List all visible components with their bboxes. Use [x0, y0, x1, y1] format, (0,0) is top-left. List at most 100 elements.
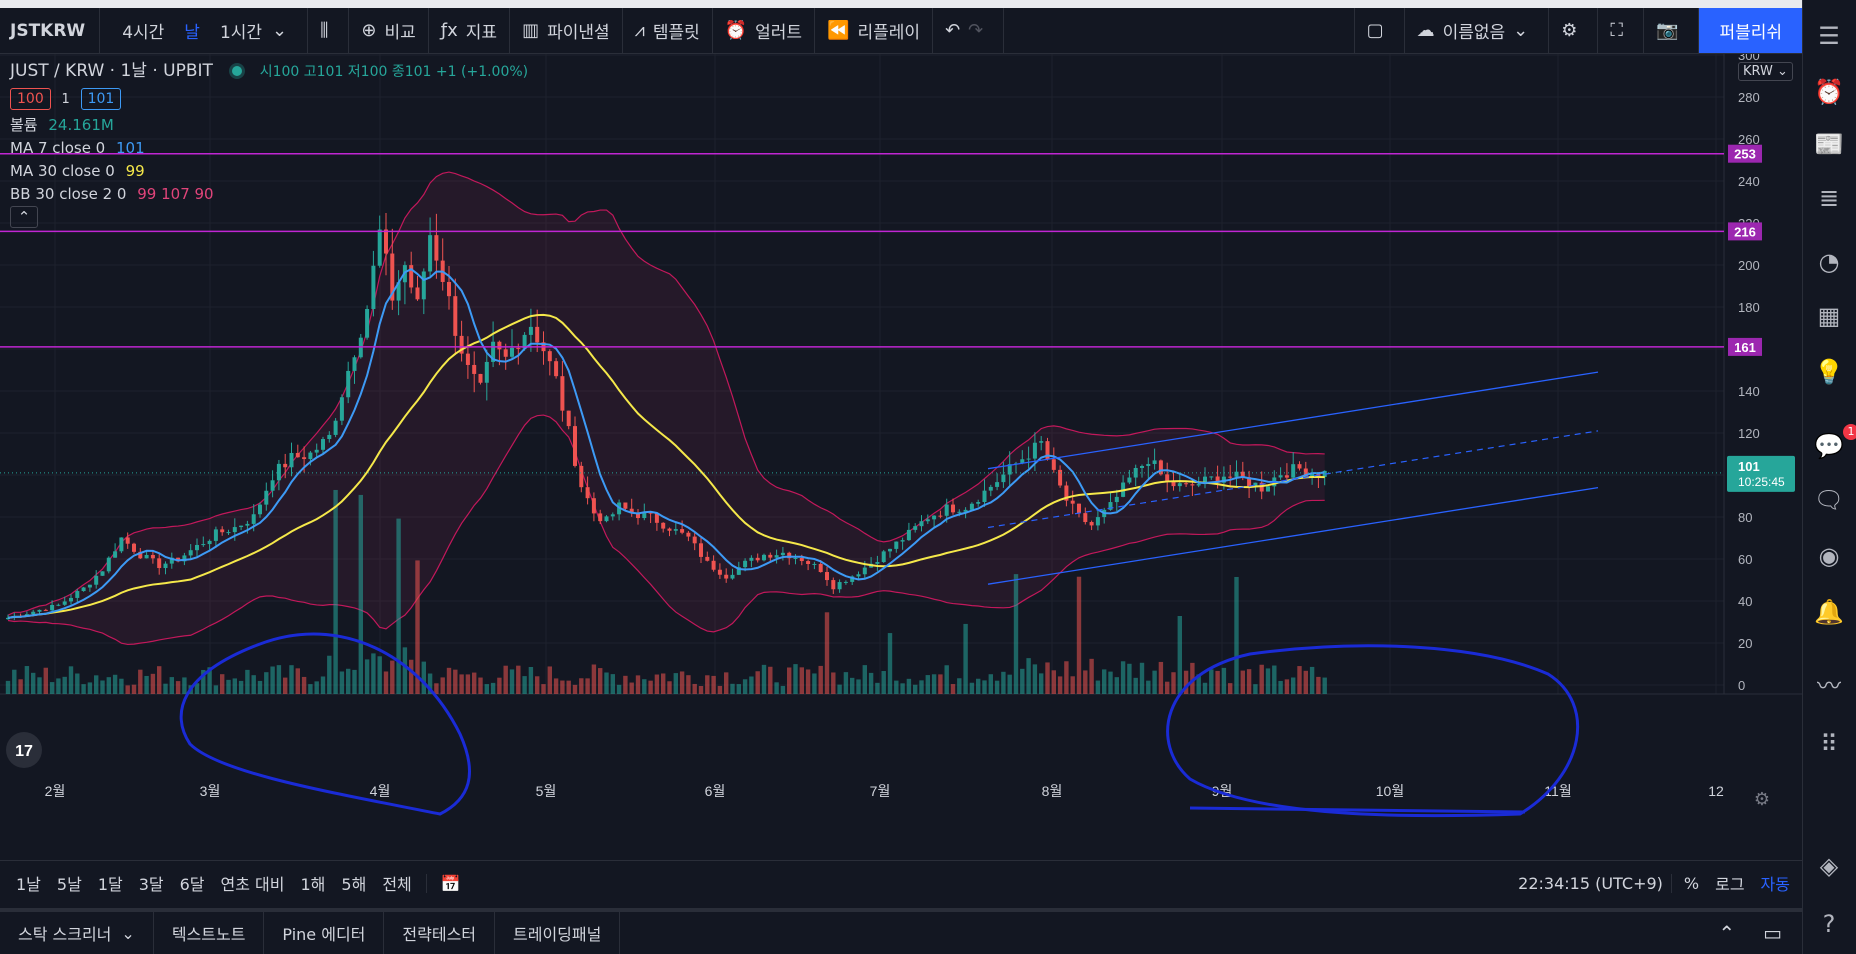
volume-bar — [289, 665, 294, 694]
candle-body — [1077, 503, 1081, 514]
log-toggle[interactable]: 로그 — [1715, 875, 1745, 894]
chat-icon[interactable]: 💬 1 — [1813, 424, 1856, 462]
range-1y[interactable]: 1해 — [300, 875, 326, 894]
templates-button[interactable]: ⩘ 템플릿 — [623, 8, 713, 53]
volume-bar — [553, 678, 559, 694]
range-1d[interactable]: 1날 — [16, 875, 41, 894]
candle-body — [163, 563, 168, 569]
tab-trading-panel[interactable]: 트레이딩패널 — [495, 912, 621, 954]
candle-body — [1032, 442, 1037, 459]
goto-date-icon[interactable]: 📅 — [425, 873, 469, 893]
volume-bar — [201, 669, 206, 694]
dots-grid-icon[interactable]: ⠿ — [1820, 730, 1838, 758]
range-5y[interactable]: 5해 — [341, 875, 367, 894]
range-all[interactable]: 전체 — [382, 875, 412, 894]
range-1m[interactable]: 1달 — [97, 875, 123, 894]
tab-text-notes[interactable]: 텍스트노트 — [154, 912, 265, 954]
calendar-icon[interactable]: ▦ — [1817, 302, 1841, 330]
volume-bar — [629, 682, 634, 694]
alerts-button[interactable]: ⏰ 얼러트 — [713, 8, 816, 53]
x-tick-label: 6월 — [705, 783, 726, 799]
list-icon[interactable]: ≣ — [1818, 184, 1840, 212]
layers-icon[interactable]: ◈ — [1819, 852, 1839, 880]
tab-strategy-tester[interactable]: 전략테스터 — [384, 912, 496, 954]
range-5d[interactable]: 5날 — [56, 875, 82, 894]
watchlist-icon[interactable]: ☰ — [1818, 22, 1840, 50]
candle-body — [730, 574, 735, 579]
settings-button[interactable]: ⚙ — [1549, 8, 1599, 53]
volume-bar — [301, 676, 307, 694]
legend-symbol[interactable]: JUST / KRW · 1날 · UPBIT — [10, 61, 213, 81]
volume-bar — [925, 675, 930, 694]
snapshot-button[interactable]: 📷 — [1644, 8, 1700, 53]
auto-toggle[interactable]: 자동 — [1760, 875, 1790, 894]
help-icon[interactable]: ? — [1822, 910, 1836, 938]
axis-gear-icon[interactable]: ⚙ — [1754, 789, 1770, 810]
volume-bar — [843, 672, 849, 694]
chevron-up-icon[interactable]: ⌃ — [1718, 921, 1736, 945]
volume-bar — [295, 668, 300, 694]
interval-day[interactable]: 날 — [184, 23, 200, 43]
financials-button[interactable]: ▥ 파이낸셜 — [510, 8, 623, 53]
tab-pine-editor[interactable]: Pine 에디터 — [264, 912, 385, 954]
channel-upper[interactable] — [987, 371, 1599, 470]
candle-body — [1051, 459, 1056, 470]
broadcast-icon[interactable]: ◉ — [1818, 542, 1840, 570]
underline-annotation[interactable] — [1189, 806, 1526, 814]
volume-circle-annotation[interactable] — [179, 632, 472, 816]
chevron-down-icon[interactable]: ⌄ — [272, 20, 288, 41]
candle-body — [976, 502, 981, 504]
y-tick-label: 80 — [1738, 510, 1752, 525]
trend-icon[interactable]: 〰 — [1817, 672, 1841, 700]
range-ytd[interactable]: 연초 대비 — [220, 875, 285, 894]
interval-1h[interactable]: 1시간 — [219, 23, 263, 43]
range-6m[interactable]: 6달 — [179, 875, 205, 894]
ask-box[interactable]: 101 — [80, 88, 122, 110]
chart-type-button[interactable]: ⫼ — [308, 8, 350, 53]
symbol-search[interactable]: JSTKRW — [0, 8, 101, 53]
alarm-clock-icon[interactable]: ⏰ — [1814, 78, 1844, 106]
bell-icon[interactable]: 🔔 — [1814, 598, 1844, 626]
candle-body — [182, 555, 187, 562]
comment-icon[interactable]: 🗨 — [1813, 486, 1845, 514]
ma7-legend[interactable]: MA 7 close 0 101 — [10, 139, 145, 157]
tv-logo — [6, 732, 42, 768]
bb-legend[interactable]: BB 30 close 2 0 99 107 90 — [10, 185, 214, 203]
clock-display[interactable]: 22:34:15 (UTC+9) — [1518, 873, 1663, 893]
volume-legend[interactable]: 볼륨 24.161M — [10, 116, 114, 134]
price-chart[interactable]: 0204060801001201401601802002202402602803… — [0, 54, 1802, 860]
volume-bar — [18, 679, 23, 694]
candle-body — [69, 597, 73, 602]
news-icon[interactable]: 📰 — [1814, 130, 1844, 158]
redo-icon[interactable]: ↷ — [968, 20, 984, 41]
fullscreen-button[interactable]: ⛶ — [1598, 8, 1645, 53]
currency-button[interactable]: KRW ⌄ — [1738, 62, 1793, 81]
range-3m[interactable]: 3달 — [138, 875, 164, 894]
undo-icon[interactable]: ↶ — [945, 20, 961, 41]
layout-button[interactable]: ▢ — [1353, 8, 1405, 53]
bid-box[interactable]: 100 — [10, 88, 51, 110]
bars-icon: ▥ — [522, 20, 540, 41]
channel-lower[interactable] — [987, 486, 1599, 585]
volume-bar — [850, 677, 855, 694]
replay-button[interactable]: ⏪ 리플레이 — [815, 8, 934, 53]
lightbulb-icon[interactable]: 💡 — [1814, 358, 1844, 386]
tab-stock-screener[interactable]: 스탁 스크리너 ⌄ — [0, 912, 154, 954]
candle-body — [1026, 458, 1031, 460]
percent-toggle[interactable]: % — [1670, 873, 1707, 893]
volume-bar — [604, 672, 609, 694]
ma30-legend[interactable]: MA 30 close 0 99 — [10, 162, 145, 180]
maximize-icon[interactable]: ▭ — [1763, 921, 1782, 945]
interval-4h[interactable]: 4시간 — [122, 23, 165, 43]
channel-mid[interactable] — [987, 430, 1599, 529]
indicators-button[interactable]: ƒx 지표 — [429, 8, 511, 53]
volume-bar — [364, 659, 370, 694]
volume-circle-annotation[interactable] — [1166, 644, 1580, 818]
publish-button[interactable]: 퍼블리쉬 — [1699, 8, 1802, 53]
pie-icon[interactable]: ◔ — [1818, 248, 1840, 276]
layout-name-button[interactable]: ☁ 이름없음 ⌄ — [1405, 8, 1550, 53]
candle-body — [226, 532, 231, 534]
volume-bar — [957, 678, 962, 694]
compare-button[interactable]: ⊕ 비교 — [349, 8, 429, 53]
collapse-legend-button[interactable]: ⌃ — [10, 206, 528, 229]
